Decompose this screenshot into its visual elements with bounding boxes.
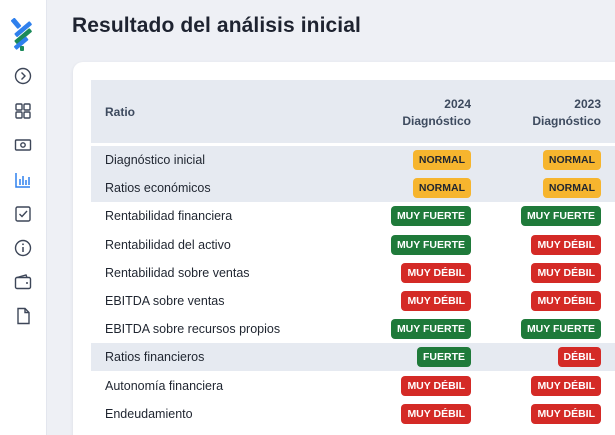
table-row[interactable]: Rentabilidad del activo MUY FUERTE MUY DÉB… <box>91 231 615 259</box>
status-badge-2024: MUY DÉBIL <box>401 375 471 396</box>
results-card: Ratio 2024 Diagnóstico 2023 Diagnóstico … <box>73 62 615 435</box>
table-row[interactable]: Ratios financieros FUERTE DÉBIL <box>91 343 615 372</box>
header-2024-year: 2024 <box>444 97 471 111</box>
table-row[interactable]: Autonomía financiera MUY DÉBIL MUY DÉBIL <box>91 372 615 400</box>
table-row[interactable]: Endeudamiento MUY DÉBIL MUY DÉBIL <box>91 400 615 428</box>
status-badge-2023: MUY FUERTE <box>520 319 601 340</box>
status-badge-2024: FUERTE <box>417 347 471 368</box>
cash-icon[interactable] <box>13 135 33 155</box>
bar-chart-icon[interactable] <box>13 170 33 190</box>
status-badge-2023: MUY FUERTE <box>520 206 601 227</box>
row-label: Diagnóstico inicial <box>105 153 206 167</box>
table-header: Ratio 2024 Diagnóstico 2023 Diagnóstico <box>91 80 615 143</box>
status-badge-2024: MUY DÉBIL <box>401 291 471 311</box>
status-badge-2024: MUY FUERTE <box>390 234 471 255</box>
row-label: Endeudamiento <box>105 406 193 421</box>
status-badge-2023: DÉBIL <box>557 347 601 368</box>
status-badge-2023: MUY DÉBIL <box>531 291 601 311</box>
dashboard-grid-icon[interactable] <box>13 101 33 121</box>
wallet-icon[interactable] <box>13 272 33 292</box>
sidebar <box>0 0 47 435</box>
status-badge-2024: MUY FUERTE <box>390 206 471 227</box>
row-label: Ratios financieros <box>105 350 205 365</box>
checklist-icon[interactable] <box>13 204 33 224</box>
table-row[interactable]: Rentabilidad sobre ventas MUY DÉBIL MUY DÉ… <box>91 259 615 287</box>
table-row[interactable]: Diagnóstico inicial NORMAL NORMAL <box>91 146 615 174</box>
logo-icon[interactable] <box>11 17 35 52</box>
status-badge-2023: NORMAL <box>542 150 601 170</box>
row-label: Rentabilidad del activo <box>105 237 231 252</box>
status-badge-2023: MUY DÉBIL <box>531 403 601 424</box>
row-label: EBITDA sobre ventas <box>105 294 225 308</box>
row-label: Autonomía financiera <box>105 378 224 393</box>
expand-icon[interactable] <box>13 66 33 86</box>
table-row[interactable]: Ratios económicos NORMAL NORMAL <box>91 174 615 203</box>
document-icon[interactable] <box>13 306 33 326</box>
row-label: EBITDA sobre recursos propios <box>105 322 281 337</box>
status-badge-2024: NORMAL <box>412 178 471 199</box>
status-badge-2024: MUY DÉBIL <box>401 262 471 283</box>
header-2023-sub: Diagnóstico <box>532 114 601 128</box>
header-2023: 2023 Diagnóstico <box>532 96 601 130</box>
header-ratio: Ratio <box>105 105 135 119</box>
status-badge-2024: NORMAL <box>412 150 471 170</box>
status-badge-2023: MUY DÉBIL <box>531 234 601 255</box>
table-row[interactable]: Rentabilidad financiera MUY FUERTE MUY FUE… <box>91 202 615 230</box>
status-badge-2023: MUY DÉBIL <box>531 262 601 283</box>
row-label: Rentabilidad sobre ventas <box>105 265 250 280</box>
row-label: Rentabilidad financiera <box>105 209 233 224</box>
page-title: Resultado del análisis inicial <box>72 14 361 37</box>
status-badge-2024: MUY FUERTE <box>390 319 471 340</box>
info-icon[interactable] <box>13 238 33 258</box>
header-2024-sub: Diagnóstico <box>402 114 471 128</box>
status-badge-2023: NORMAL <box>542 178 601 199</box>
status-badge-2024: MUY DÉBIL <box>401 403 471 424</box>
table-row[interactable]: EBITDA sobre ventas MUY DÉBIL MUY DÉBIL <box>91 287 615 315</box>
table-row[interactable]: EBITDA sobre recursos propios MUY FUERTE M… <box>91 315 615 343</box>
row-label: Ratios económicos <box>105 181 211 196</box>
status-badge-2023: MUY DÉBIL <box>531 375 601 396</box>
header-2024: 2024 Diagnóstico <box>402 96 471 130</box>
header-2023-year: 2023 <box>574 97 601 111</box>
